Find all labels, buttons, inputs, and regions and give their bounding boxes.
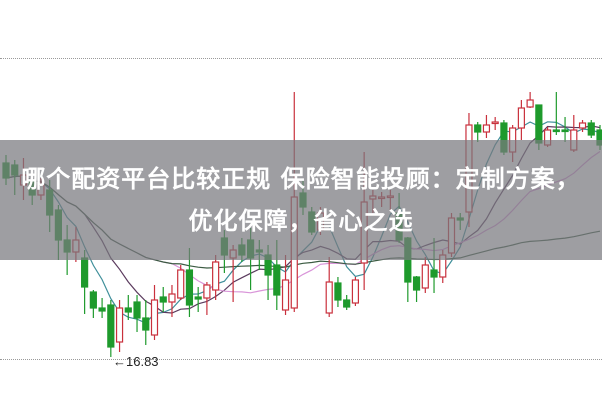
candle-down (81, 257, 89, 288)
candle-up (168, 293, 176, 303)
candle-down (535, 104, 543, 144)
candle-down (107, 304, 115, 348)
candle-up (526, 99, 534, 108)
candle-down (124, 307, 132, 313)
candle-up (421, 264, 429, 289)
candle-down (194, 296, 202, 300)
candle-down (430, 269, 438, 278)
candle-up (281, 279, 290, 311)
candle-down (133, 301, 141, 319)
candle-up (517, 107, 525, 129)
candle-up (578, 122, 587, 129)
candle-down (98, 307, 106, 312)
candle-up (177, 269, 185, 299)
candle-down (142, 317, 150, 331)
candle-down (185, 269, 194, 306)
gridline-top (0, 58, 602, 59)
low-price-annotation: ←16.83 (113, 354, 159, 369)
candle-down (343, 299, 351, 308)
candle-down (474, 124, 482, 133)
candle-down (159, 296, 167, 303)
gridline-bottom (0, 359, 602, 360)
headline-banner: 哪个配资平台比较正规 保险智能投顾：定制方案，优化保障，省心之选 (0, 140, 602, 260)
candle-down (561, 129, 569, 133)
candle-down (89, 291, 97, 309)
candle-down (273, 264, 281, 296)
candle-up (491, 121, 499, 125)
candle-down (587, 122, 595, 136)
candle-down (412, 276, 421, 291)
candle-up (325, 281, 333, 314)
headline-text: 哪个配资平台比较正规 保险智能投顾：定制方案，优化保障，省心之选 (21, 165, 581, 235)
candle-up (115, 307, 124, 343)
candle-down (552, 129, 560, 133)
candle-up (351, 279, 360, 304)
candle-up (212, 261, 220, 291)
candle-up (203, 284, 211, 299)
candle-up (482, 124, 491, 133)
candle-up (150, 299, 159, 336)
candle-down (334, 282, 342, 301)
